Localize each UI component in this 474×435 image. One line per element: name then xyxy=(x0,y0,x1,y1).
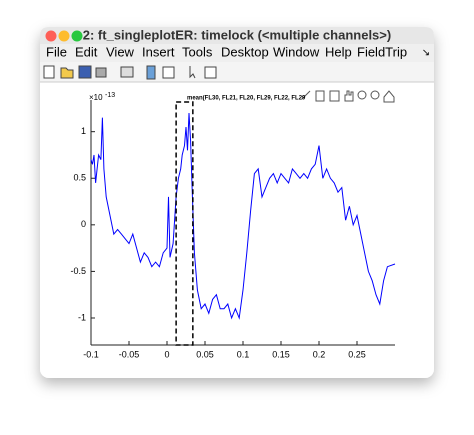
x-tick-label: 0 xyxy=(164,349,169,359)
minimize-button[interactable] xyxy=(58,30,70,42)
menu-item[interactable]: Edit xyxy=(75,44,98,59)
menu-item[interactable]: View xyxy=(106,44,135,59)
y-tick-label: -0.5 xyxy=(70,266,86,276)
menu-item[interactable]: Desktop xyxy=(221,44,269,59)
save-icon[interactable] xyxy=(78,65,92,79)
pointer-icon[interactable] xyxy=(189,66,196,79)
zoom-in-icon[interactable] xyxy=(357,90,367,100)
datatip-icon[interactable] xyxy=(315,90,325,102)
data-line xyxy=(90,112,396,320)
y-tick-label: 0.5 xyxy=(73,173,86,183)
print-icon[interactable] xyxy=(120,66,134,78)
x-tick-label: -0.05 xyxy=(119,349,140,359)
x-tick-label: 0.2 xyxy=(313,349,326,359)
menu-item[interactable]: Window xyxy=(273,44,320,59)
menu-item[interactable]: Insert xyxy=(142,44,175,59)
x-tick-label: 0.15 xyxy=(272,349,290,359)
window xyxy=(40,27,434,378)
new-icon[interactable] xyxy=(43,65,55,79)
y-tick-label: 1 xyxy=(81,126,86,136)
y-tick-label: 0 xyxy=(81,219,86,229)
menu-item[interactable]: File xyxy=(46,44,67,59)
menu-item[interactable]: FieldTrip xyxy=(357,44,407,59)
x-tick-label: 0.25 xyxy=(348,349,366,359)
dock-arrow[interactable]: ↘ xyxy=(422,48,430,59)
menu-item[interactable]: Help xyxy=(325,44,352,59)
pan-icon[interactable] xyxy=(344,90,354,102)
chart-title: mean(FL30, FL21, FL20, FL29, FL22, FL29 xyxy=(187,96,306,102)
home-icon[interactable] xyxy=(383,90,395,103)
x-tick-label: 0.1 xyxy=(237,349,250,359)
axes-toolbar xyxy=(301,90,395,103)
brush-icon[interactable] xyxy=(301,90,311,100)
save-copy-icon[interactable] xyxy=(95,67,107,78)
selection-box[interactable] xyxy=(175,101,194,346)
x-tick-label: 0.05 xyxy=(196,349,214,359)
zoom-out-icon[interactable] xyxy=(370,90,380,100)
legend-icon[interactable] xyxy=(162,66,175,79)
panel-icon[interactable] xyxy=(204,66,217,79)
window-title: 2: ft_singleplotER: timelock (<multiple … xyxy=(83,27,391,42)
open-icon[interactable] xyxy=(60,67,74,79)
menu-item[interactable]: Tools xyxy=(182,44,213,59)
data-icon[interactable] xyxy=(329,90,340,102)
toolbar-icons xyxy=(43,65,217,80)
colorbar-icon[interactable] xyxy=(146,65,156,80)
toolbar xyxy=(40,62,434,82)
zoom-button[interactable] xyxy=(71,30,83,42)
title-bar xyxy=(40,27,434,44)
y-multiplier: ×10 xyxy=(89,93,103,102)
x-tick-label: -0.1 xyxy=(83,349,99,359)
close-button[interactable] xyxy=(45,30,57,42)
y-multiplier-exponent: -13 xyxy=(105,92,115,99)
menu-bar xyxy=(40,44,434,62)
y-tick-label: -1 xyxy=(78,312,86,322)
